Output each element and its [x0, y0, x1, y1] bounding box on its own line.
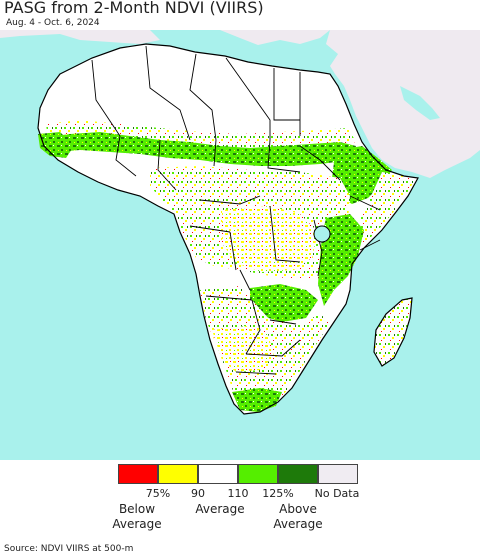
- map-header: PASG from 2-Month NDVI (VIIRS) Aug. 4 - …: [0, 0, 480, 30]
- source-note: Source: NDVI VIIRS at 500-m: [4, 544, 134, 554]
- legend-swatch-75-90: [158, 464, 198, 484]
- horn-of-africa-region: [356, 172, 416, 244]
- legend-swatch-above-125: [278, 464, 318, 484]
- southern-europe: [220, 30, 330, 45]
- legend-tick-110: 110: [227, 487, 249, 500]
- congo-basin-dry-region: [222, 206, 318, 272]
- legend-tick-90: 90: [191, 487, 205, 500]
- map-title: PASG from 2-Month NDVI (VIIRS): [4, 0, 264, 17]
- country-borders: [91, 45, 381, 375]
- madagascar-outline: [373, 297, 413, 367]
- middle-east-landmass: [326, 30, 480, 178]
- africa-ndvi-map: [0, 30, 480, 460]
- west-africa-green-area: [38, 132, 74, 158]
- africa-coastline: [37, 43, 419, 415]
- zambia-green-area: [250, 284, 318, 322]
- map-date-range: Aug. 4 - Oct. 6, 2024: [6, 18, 100, 28]
- legend-swatch-90-110: [198, 464, 238, 484]
- map-panel: [0, 30, 480, 460]
- legend-swatch-no-data: [318, 464, 358, 484]
- madagascar-island: [374, 298, 412, 366]
- lake-victoria: [313, 225, 331, 243]
- legend-tick-125: 125%: [262, 487, 294, 500]
- persian-gulf: [400, 86, 440, 120]
- legend-swatch-110-125: [238, 464, 278, 484]
- namibia-botswana-dry-area: [212, 326, 274, 372]
- sahara-region: [44, 46, 350, 142]
- legend-below-average: Below Average: [112, 502, 162, 531]
- legend-average: Average: [195, 502, 245, 516]
- legend-above-average: Above Average: [273, 502, 323, 531]
- map-legend: 75% 90 110 125% No Data Below Average Av…: [0, 462, 480, 534]
- europe-landmass: [0, 30, 160, 44]
- south-coast-green-area: [232, 388, 282, 412]
- legend-tick-no-data: No Data: [314, 487, 360, 500]
- legend-swatch-below-75: [118, 464, 158, 484]
- legend-tick-75: 75%: [145, 487, 171, 500]
